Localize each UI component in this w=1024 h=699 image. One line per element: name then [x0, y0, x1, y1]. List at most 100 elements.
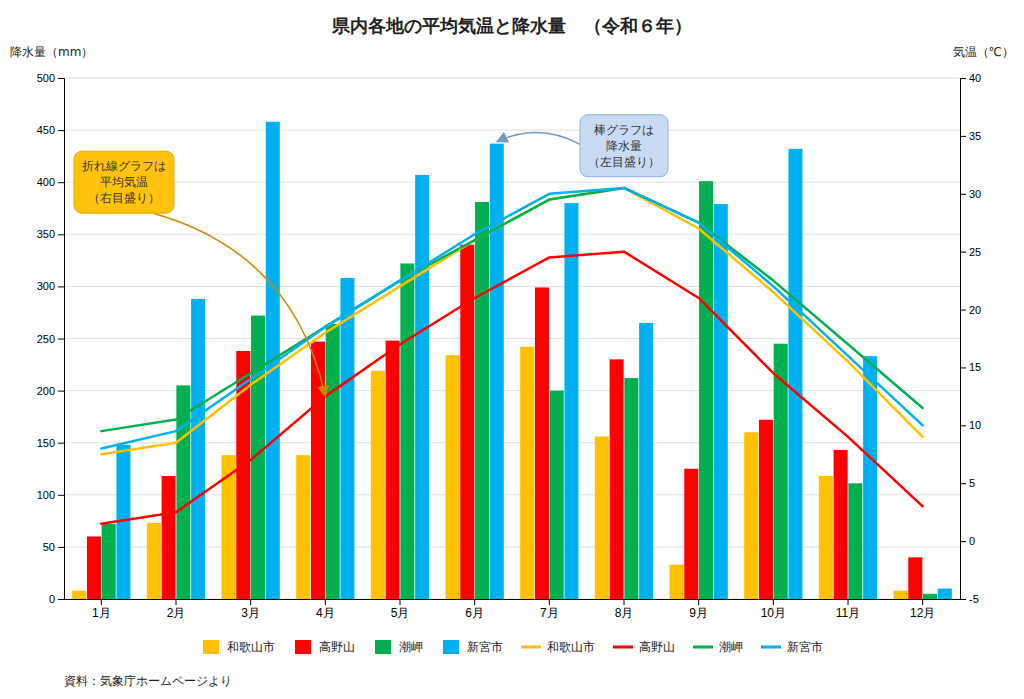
x-tick-label: 1月	[92, 606, 111, 620]
legend-item: 新宮市	[443, 640, 503, 654]
legend-label: 和歌山市	[227, 640, 275, 654]
y2-tick-mark	[960, 78, 966, 79]
x-tick: 12月	[910, 599, 935, 620]
chart: 県内各地の平均気温と降水量 （令和６年）降水量（mm）気温（℃）05010015…	[0, 0, 1024, 699]
y-tick-label: 300	[37, 280, 55, 292]
y2-tick-mark	[960, 194, 966, 195]
bar	[595, 436, 609, 599]
bar	[848, 483, 862, 599]
bar	[490, 144, 504, 599]
legend-swatch	[761, 646, 781, 649]
x-tick-mark	[549, 599, 550, 605]
y2-tick: -5	[960, 593, 979, 605]
y2-axis: -50510152025303540	[960, 72, 981, 605]
x-tick: 4月	[316, 599, 335, 620]
bar	[744, 432, 758, 599]
bar	[147, 523, 161, 599]
legend-item: 和歌山市	[521, 640, 595, 654]
y-tick-mark	[58, 234, 64, 235]
bar	[819, 476, 833, 599]
y2-tick-mark	[960, 367, 966, 368]
x-tick-label: 8月	[615, 606, 634, 620]
x-axis: 1月2月3月4月5月6月7月8月9月10月11月12月	[65, 599, 961, 620]
legend-swatch	[693, 646, 713, 649]
bar	[908, 557, 922, 599]
bar	[340, 278, 354, 599]
y-tick: 450	[37, 124, 64, 136]
bar	[535, 287, 549, 599]
x-tick-label: 4月	[316, 606, 335, 620]
plot-area: 050100150200250300350400450500-505101520…	[37, 72, 982, 620]
x-tick-mark	[101, 599, 102, 605]
x-tick-label: 6月	[465, 606, 484, 620]
legend-swatch	[203, 640, 219, 654]
annotation-text: 折れ線グラフは平均気温（右目盛り）	[82, 159, 166, 205]
x-tick-label: 9月	[689, 606, 708, 620]
y-tick: 300	[37, 280, 64, 292]
y2-tick: 35	[960, 130, 981, 142]
x-tick: 8月	[615, 599, 634, 620]
y2-tick-label: 30	[969, 188, 981, 200]
x-tick: 11月	[836, 599, 860, 620]
legend-label: 高野山	[319, 640, 355, 654]
bar	[386, 341, 400, 599]
x-tick-mark	[176, 599, 177, 605]
legend-item: 潮岬	[375, 640, 423, 654]
x-tick: 7月	[540, 599, 559, 620]
bar	[564, 203, 578, 599]
x-tick-label: 2月	[167, 606, 186, 620]
grid-line	[64, 182, 960, 183]
bar	[371, 371, 385, 599]
y-tick-mark	[58, 286, 64, 287]
y2-tick-mark	[960, 310, 966, 311]
x-tick-label: 10月	[761, 606, 786, 620]
legend-item: 高野山	[613, 640, 675, 654]
x-tick-label: 7月	[540, 606, 559, 620]
title: 県内各地の平均気温と降水量 （令和６年）	[331, 15, 692, 36]
y2-tick-mark	[960, 541, 966, 542]
x-tick-label: 11月	[836, 606, 860, 620]
x-tick-mark	[773, 599, 774, 605]
y-tick-mark	[58, 599, 64, 600]
bar	[460, 245, 474, 599]
bar	[191, 299, 205, 599]
annotation-arrow	[153, 213, 325, 396]
bar	[639, 323, 653, 599]
y-tick-label: 450	[37, 124, 55, 136]
y-tick-label: 100	[37, 489, 55, 501]
legend-label: 和歌山市	[547, 640, 595, 654]
y-tick-mark	[58, 339, 64, 340]
y-tick-label: 0	[49, 593, 55, 605]
y2-tick-mark	[960, 425, 966, 426]
legend-item: 新宮市	[761, 640, 823, 654]
y2-tick-label: 10	[969, 419, 981, 431]
y2-tick-mark	[960, 599, 966, 600]
y2-tick-label: 0	[969, 535, 975, 547]
y-tick-label: 250	[37, 333, 55, 345]
y-tick-mark	[58, 391, 64, 392]
bar	[923, 594, 937, 599]
y-tick-label: 400	[37, 176, 55, 188]
line	[101, 188, 922, 454]
bar	[162, 476, 176, 599]
legend-label: 潮岬	[399, 640, 423, 654]
bar	[87, 536, 101, 599]
y-tick-mark	[58, 547, 64, 548]
annotation-box	[74, 151, 174, 213]
y2-tick-label: -5	[969, 593, 979, 605]
y-tick-label: 350	[37, 228, 55, 240]
bar	[774, 344, 788, 599]
y2-tick: 0	[960, 535, 975, 547]
bar	[938, 589, 952, 599]
y-tick-mark	[58, 78, 64, 79]
bar	[684, 469, 698, 599]
x-tick-mark	[848, 599, 849, 605]
x-tick: 10月	[761, 599, 786, 620]
bar	[102, 524, 116, 599]
annotation: 棒グラフは降水量（左目盛り）	[497, 115, 668, 177]
bar	[759, 420, 773, 599]
bar	[296, 455, 310, 599]
legend-swatch	[443, 640, 459, 654]
y-tick-mark	[58, 443, 64, 444]
bar	[326, 324, 340, 599]
